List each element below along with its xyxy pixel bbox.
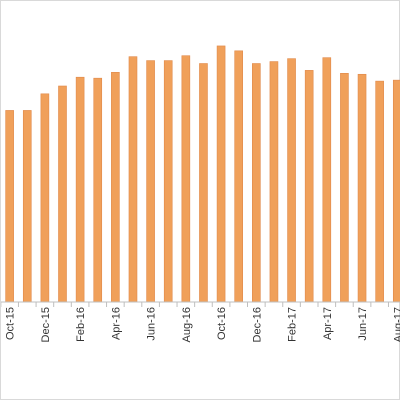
- bar-jul-16: [163, 60, 173, 303]
- bar-feb-17: [287, 58, 296, 303]
- bar-dec-16: [252, 63, 261, 303]
- tick-label-oct-16: Oct-16: [216, 307, 228, 340]
- tick-label-aug-16: Aug-16: [181, 307, 193, 342]
- tick-label-jun-16: Jun-16: [146, 307, 158, 341]
- tick-label-oct-15: Oct-15: [5, 307, 17, 340]
- tick-label-apr-17: Apr-17: [322, 307, 334, 340]
- bar-aug-17: [392, 79, 400, 303]
- bar-may-16: [128, 56, 138, 303]
- bar-mar-17: [304, 70, 314, 303]
- bar-oct-15: [5, 110, 14, 303]
- tick-label-feb-16: Feb-16: [75, 307, 87, 342]
- bar-oct-16: [216, 45, 226, 303]
- bar-jul-17: [375, 80, 384, 303]
- bar-apr-16: [111, 72, 120, 303]
- bar-jun-16: [146, 60, 155, 303]
- tick-label-aug-17: Aug-17: [392, 307, 400, 342]
- tick-label-jun-17: Jun-17: [357, 307, 369, 341]
- tick-label-dec-15: Dec-15: [40, 307, 52, 342]
- bar-jun-17: [357, 73, 367, 303]
- bar-series: [5, 45, 400, 303]
- bar-nov-15: [22, 110, 32, 303]
- tick-label-apr-16: Apr-16: [110, 307, 122, 340]
- bar-apr-17: [322, 57, 332, 303]
- bar-dec-15: [40, 93, 50, 303]
- x-axis-ticks: [1, 302, 389, 307]
- bar-mar-16: [93, 77, 103, 303]
- tick-label-dec-16: Dec-16: [251, 307, 263, 342]
- bar-sep-16: [199, 63, 208, 303]
- bar-nov-16: [234, 50, 243, 303]
- bar-feb-16: [75, 76, 85, 303]
- bar-jan-17: [269, 61, 279, 303]
- x-axis-tick-labels: Oct-15 Dec-15 Feb-16 Apr-16 Jun-16 Aug-16 Oct-…: [5, 307, 400, 342]
- bar-jan-16: [58, 85, 67, 303]
- bar-may-17: [340, 73, 349, 303]
- bar-aug-16: [181, 55, 191, 303]
- tick-label-feb-17: Feb-17: [287, 307, 299, 342]
